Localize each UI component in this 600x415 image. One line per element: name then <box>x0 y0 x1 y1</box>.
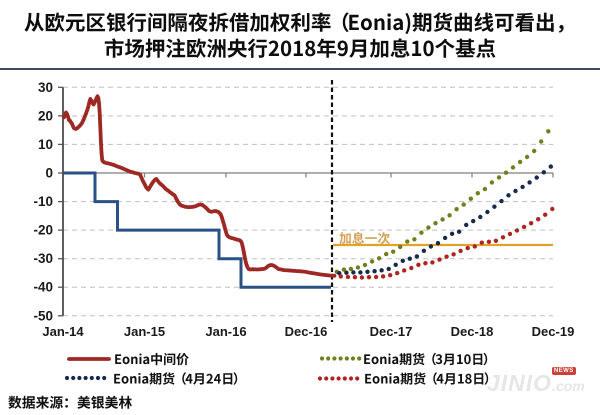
svg-text:Dec-16: Dec-16 <box>285 324 328 339</box>
svg-text:Dec-18: Dec-18 <box>451 324 494 339</box>
svg-text:Jan-15: Jan-15 <box>124 324 165 339</box>
svg-text:20: 20 <box>38 108 53 123</box>
svg-text:30: 30 <box>38 80 53 95</box>
svg-text:10: 10 <box>38 137 53 152</box>
svg-text:0: 0 <box>45 166 53 181</box>
svg-text:Jan-16: Jan-16 <box>205 324 246 339</box>
svg-text:Dec-19: Dec-19 <box>532 324 575 339</box>
svg-text:Dec-17: Dec-17 <box>370 324 413 339</box>
svg-text:-30: -30 <box>33 251 53 266</box>
svg-text:-20: -20 <box>33 223 53 238</box>
svg-text:-40: -40 <box>33 280 53 295</box>
svg-text:-10: -10 <box>33 194 53 209</box>
svg-text:-50: -50 <box>33 308 53 323</box>
svg-text:Jan-14: Jan-14 <box>42 324 84 339</box>
